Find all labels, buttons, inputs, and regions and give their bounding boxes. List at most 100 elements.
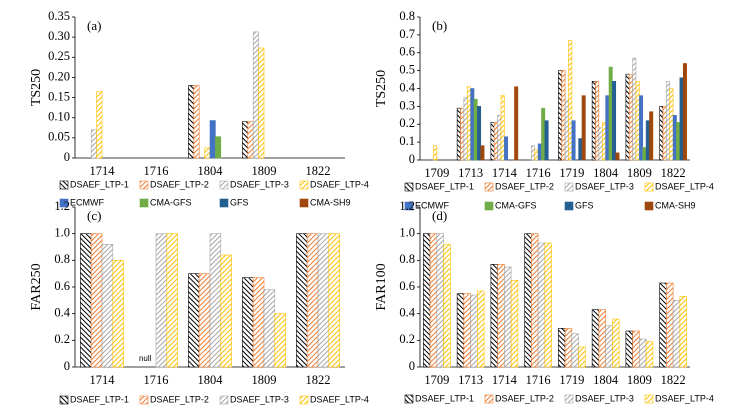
y-tick-label: 0.7 [399,27,415,41]
y-tick-label: 0.8 [54,252,70,266]
legend-label: DSAEF_LTP-2 [495,393,554,403]
y-tick-label: 1.0 [399,226,415,240]
legend-swatch [139,180,149,190]
legend-swatch [564,201,574,211]
legend-swatch [564,394,574,404]
bar [493,122,498,161]
bar [188,85,195,159]
x-tick-label: 1716 [144,164,169,178]
bar [645,341,654,368]
x-tick-label: 1716 [526,166,551,180]
legend-label: CMA-GFS [150,197,192,207]
x-tick-label: 1714 [492,373,518,387]
y-tick-label: 0.4 [399,80,415,94]
legend-label: ECMWF [415,200,449,210]
legend-label: DSAEF_LTP-1 [415,181,474,191]
legend-label: DSAEF_LTP-3 [230,394,289,404]
bar [443,244,451,368]
bar [215,136,222,159]
legend-label: DSAEF_LTP-2 [150,179,209,189]
legend-swatch [219,180,229,190]
y-tick-label: 0 [64,359,70,373]
bar [242,121,249,159]
bar [274,313,286,368]
bar [198,273,211,368]
bar [204,147,211,159]
y-tick-label: 0.1 [399,134,415,148]
bar [470,88,475,161]
x-tick-label: 1809 [252,164,277,178]
bar [497,264,505,368]
bar [672,115,677,161]
bar [534,148,539,161]
panel-label: (c) [87,208,101,223]
bar [531,233,539,368]
legend-swatch [644,182,654,192]
x-tick-label: 1713 [458,166,483,180]
bar [490,122,495,161]
x-tick-label: 1822 [661,373,686,387]
x-tick-label: 1714 [90,164,116,178]
x-tick-label: 1714 [90,373,116,387]
bar [510,280,519,368]
bar [568,39,573,161]
bar [558,70,563,161]
bar [632,57,637,161]
y-tick-label: 1.2 [54,199,70,213]
bar [500,95,505,161]
bar [564,328,573,368]
y-tick-label: 0 [64,150,70,164]
bar [659,106,664,161]
bar [504,266,512,368]
bar [480,145,485,161]
bar [679,296,687,368]
x-tick-label: 1804 [198,164,224,178]
bar [676,122,681,161]
bar [258,47,265,159]
bar [328,233,340,368]
bar [90,129,97,159]
y-tick-label: 0.4 [399,306,415,320]
bar [436,233,444,368]
bar [571,120,576,161]
bar [317,233,330,368]
bar [423,233,431,368]
bar [625,330,633,368]
bar [639,338,647,368]
legend-label: DSAEF_LTP-3 [575,393,634,403]
y-axis-title: FAR100 [374,263,389,310]
bar [242,277,254,368]
bar [263,289,276,368]
bar [477,106,482,161]
y-tick-label: 0.35 [48,9,70,23]
x-tick-label: 1809 [627,166,652,180]
legend-label: DSAEF_LTP-1 [415,393,474,403]
y-tick-label: 0.30 [48,29,70,43]
bar [166,233,178,368]
y-tick-label: 0.2 [399,116,415,130]
legend-swatch [644,201,654,211]
y-tick-label: 0.15 [48,89,70,103]
bar [220,254,232,368]
legend-label: DSAEF_LTP-1 [70,394,129,404]
bar [96,91,103,159]
bar [90,233,103,368]
y-tick-label: 0 [409,359,415,373]
y-tick-label: 0.6 [399,279,415,293]
bar [541,107,546,161]
legend-label: GFS [575,200,594,210]
bar [524,233,532,368]
bar [578,346,586,368]
legend-swatch [139,198,149,208]
bar [632,330,640,368]
y-tick-label: 1.2 [399,199,415,213]
bar [598,309,606,368]
bar [247,121,254,159]
panel-label: (a) [87,18,101,33]
bar [463,97,468,161]
x-tick-label: 1716 [526,373,551,387]
bar [296,233,308,368]
bar [649,111,654,161]
x-tick-label: 1709 [424,166,449,180]
